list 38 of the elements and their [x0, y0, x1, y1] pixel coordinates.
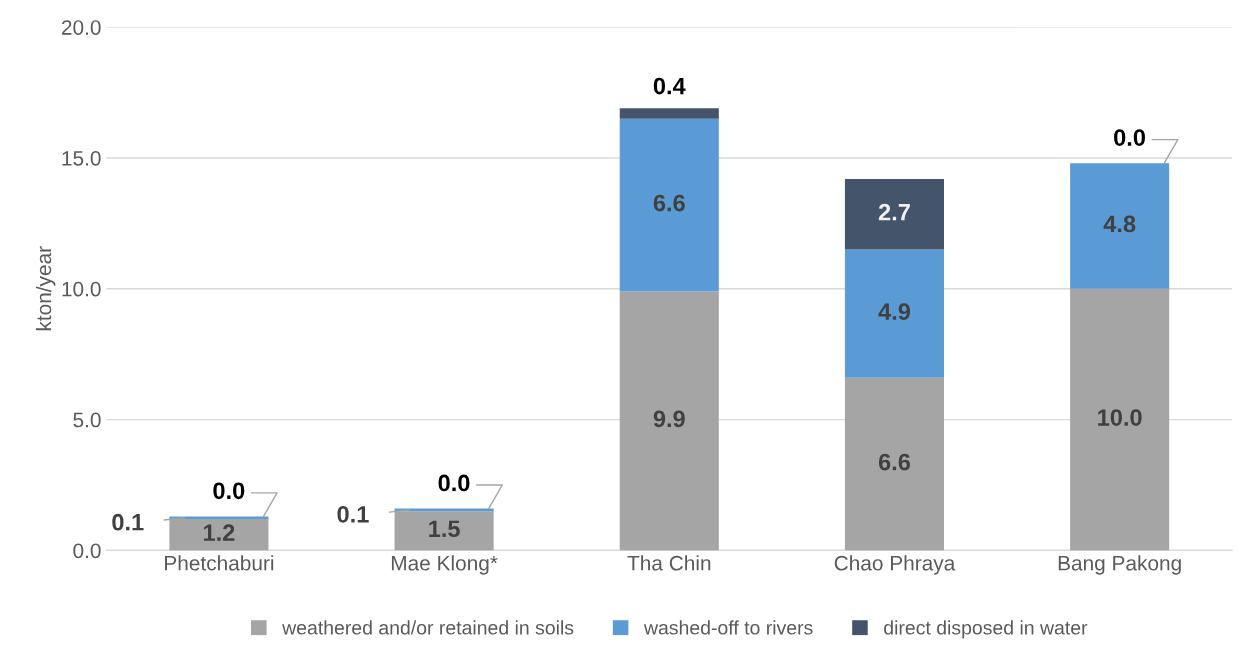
data-label: 0.0 [213, 482, 245, 500]
bar [619, 291, 719, 551]
bar [844, 178, 944, 250]
x-tick-label: Mae Klong* [391, 555, 498, 575]
y-tick-label: 0.0 [73, 543, 101, 559]
bar [619, 108, 719, 119]
y-tick-label: 5.0 [73, 412, 101, 428]
data-label: 4.8 [1103, 215, 1136, 233]
y-tick-label: 15.0 [62, 150, 101, 166]
bar [844, 249, 944, 378]
bar [1070, 163, 1170, 289]
legend-label: washed-off to rivers [643, 620, 813, 635]
bar [844, 377, 944, 551]
data-label: 2.7 [878, 203, 910, 221]
x-tick-label: Tha Chin [627, 555, 711, 571]
x-tick-label: Chao Phraya [834, 555, 956, 575]
data-label: 0.0 [438, 474, 470, 492]
data-label: 1.5 [429, 520, 460, 538]
data-label: 10.0 [1098, 409, 1142, 426]
data-label: 6.6 [653, 194, 685, 212]
legend-label: weathered and/or retained in soils [282, 620, 574, 635]
y-tick-label: 20.0 [61, 20, 101, 35]
x-tick-label: Phetchaburi [165, 555, 274, 571]
data-label: 0.1 [337, 506, 369, 523]
data-label: 0.0 [1114, 129, 1145, 146]
data-label: 6.6 [878, 453, 911, 471]
bar [1070, 288, 1170, 551]
data-label: 4.9 [878, 303, 910, 320]
x-tick-label: Bang Pakong [1058, 555, 1181, 575]
y-axis-title: kton/year [35, 246, 56, 331]
data-label: 1.2 [204, 524, 235, 541]
legend-label: direct disposed in water [884, 620, 1088, 639]
data-label: 0.4 [653, 77, 686, 95]
bar [169, 516, 269, 519]
data-label: 9.9 [653, 410, 685, 428]
y-tick-label: 10.0 [62, 281, 101, 297]
bar [619, 118, 719, 292]
data-label: 0.1 [112, 513, 144, 531]
